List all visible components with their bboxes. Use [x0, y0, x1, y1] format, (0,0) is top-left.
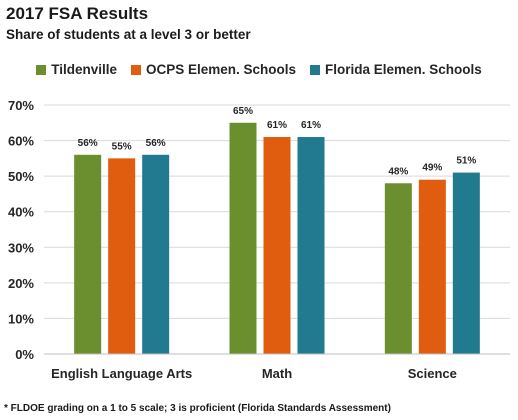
y-tick-label: 20% — [8, 276, 34, 291]
y-tick-label: 50% — [8, 169, 34, 184]
legend: Tildenville OCPS Elemen. Schools Florida… — [0, 62, 518, 77]
bar — [74, 154, 102, 354]
y-tick-label: 70% — [8, 98, 34, 113]
y-tick-label: 10% — [8, 311, 34, 326]
y-tick-label: 30% — [8, 240, 34, 255]
data-label: 65% — [233, 106, 253, 117]
legend-swatch-ocps — [130, 64, 141, 75]
legend-item-florida: Florida Elemen. Schools — [310, 62, 482, 77]
bar-chart: 0% 10% 20% 30% 40% 50% 60% 70% 56% 55% 56% English … — [8, 98, 510, 381]
data-label: 48% — [388, 166, 408, 177]
y-tick-label: 60% — [8, 134, 34, 149]
chart-subtitle: Share of students at a level 3 or better — [6, 27, 251, 42]
x-tick-label: English Language Arts — [51, 366, 192, 381]
data-label: 55% — [112, 141, 132, 152]
x-tick-label: Science — [408, 366, 457, 381]
bar — [452, 172, 480, 354]
data-label: 56% — [146, 138, 166, 149]
bar — [418, 179, 446, 354]
data-label: 51% — [456, 156, 476, 167]
bar — [108, 158, 136, 354]
data-label: 49% — [422, 163, 442, 174]
bar — [229, 122, 257, 355]
y-tick-label: 40% — [8, 205, 34, 220]
chart-title: 2017 FSA Results — [6, 4, 149, 23]
legend-label-tildenville: Tildenville — [51, 62, 117, 77]
legend-label-ocps: OCPS Elemen. Schools — [145, 62, 297, 77]
bar — [384, 183, 412, 354]
y-tick-label: 0% — [15, 347, 34, 362]
data-label: 61% — [301, 120, 321, 131]
x-tick-label: Math — [262, 366, 292, 381]
legend-item-tildenville: Tildenville — [36, 62, 117, 77]
bar — [142, 154, 170, 354]
bar — [297, 137, 325, 354]
legend-item-ocps: OCPS Elemen. Schools — [130, 62, 297, 77]
footnote: * FLDOE grading on a 1 to 5 scale; 3 is … — [4, 403, 391, 414]
data-label: 56% — [78, 138, 98, 149]
bar — [263, 137, 291, 354]
legend-swatch-florida — [310, 64, 321, 75]
legend-label-florida: Florida Elemen. Schools — [325, 62, 482, 77]
data-label: 61% — [267, 120, 287, 131]
legend-swatch-tildenville — [36, 64, 47, 75]
